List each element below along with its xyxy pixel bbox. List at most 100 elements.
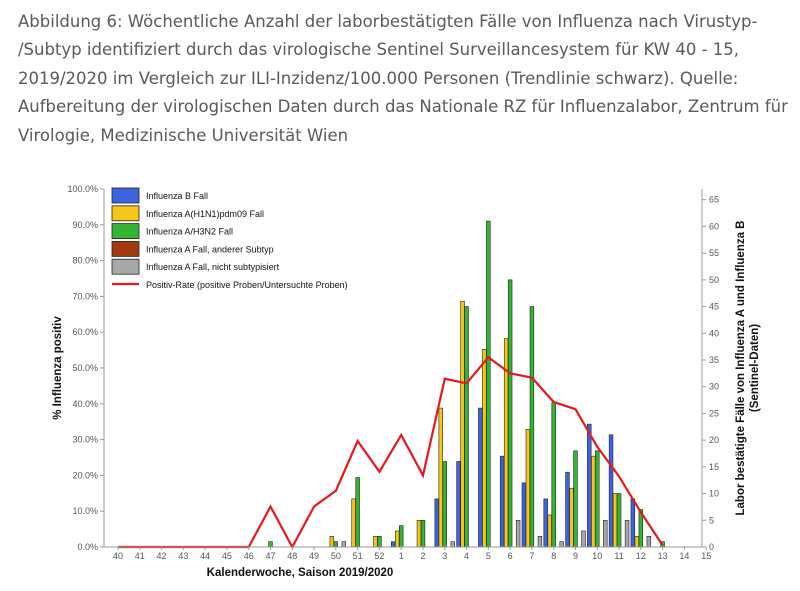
bar-influenza-a-h1n1-pdm09-fall: [547, 514, 552, 548]
x-tick-label: 12: [636, 551, 646, 561]
x-tick-label: 49: [309, 551, 319, 561]
legend-label: Influenza A Fall, nicht subtypisiert: [146, 262, 280, 272]
bar-influenza-a-h3n2-fall: [442, 461, 447, 548]
caption-line: 2019/2020 im Vergleich zur ILI-Inzidenz/…: [18, 68, 739, 88]
x-tick-label: 15: [701, 551, 711, 561]
bar-influenza-a-h1n1-pdm09-fall: [525, 429, 531, 548]
bar-influenza-a-h1n1-pdm09-fall: [634, 536, 640, 548]
bar-influenza-a-h3n2-fall: [551, 402, 556, 548]
bar-influenza-b-fall: [521, 482, 527, 548]
x-tick-label: 41: [135, 551, 145, 561]
y2-tick-label: 35: [709, 355, 719, 365]
bar-influenza-a-h3n2-fall: [420, 519, 426, 548]
bar-influenza-a-h3n2-fall: [399, 525, 404, 548]
legend-swatch: [111, 187, 140, 204]
bar-influenza-a-h3n2-fall: [595, 450, 600, 548]
bar-influenza-b-fall: [499, 455, 505, 548]
x-tick-label: 44: [200, 551, 210, 561]
x-tick-label: 46: [244, 551, 254, 561]
y-tick-label: 30.0%: [72, 435, 98, 445]
legend-label: Positiv-Rate (positive Proben/Untersucht…: [146, 280, 348, 290]
bar-influenza-b-fall: [543, 498, 548, 548]
y-tick-label: 80.0%: [72, 256, 98, 266]
x-tick-label: 45: [222, 551, 232, 561]
bar-influenza-b-fall: [630, 498, 636, 548]
y2-tick-label: 0: [709, 542, 714, 552]
y2-tick-label: 55: [709, 248, 719, 258]
x-tick-label: 10: [592, 551, 602, 561]
bar-influenza-a-fall-nicht-subtypisiert: [537, 536, 543, 548]
y2-tick-label: 40: [709, 328, 719, 338]
bar-influenza-a-h1n1-pdm09-fall: [438, 407, 443, 548]
x-tick-label: 52: [374, 551, 384, 561]
x-axis-title: Kalenderwoche, Saison 2019/2020: [207, 567, 394, 579]
bar-influenza-a-h3n2-fall: [529, 306, 535, 548]
caption-line: Aufbereitung der virologischen Daten dur…: [18, 97, 788, 117]
y2-tick-label: 20: [709, 435, 719, 445]
bar-influenza-b-fall: [391, 541, 396, 548]
x-tick-label: 6: [508, 551, 513, 561]
x-tick-label: 5: [486, 551, 491, 561]
y2-tick-label: 25: [709, 408, 719, 418]
bar-influenza-b-fall: [434, 498, 439, 548]
bar-influenza-a-h1n1-pdm09-fall: [612, 493, 618, 548]
bar-influenza-a-h3n2-fall: [507, 279, 513, 548]
bar-influenza-a-fall-nicht-subtypisiert: [450, 541, 455, 548]
bar-influenza-b-fall: [478, 407, 483, 548]
x-tick-label: 42: [157, 551, 167, 561]
caption-line: Abbildung 6: Wöchentliche Anzahl der lab…: [18, 12, 758, 31]
legend-label: Influenza A/H3N2 Fall: [146, 227, 233, 237]
bar-influenza-a-fall-nicht-subtypisiert: [603, 519, 608, 548]
legend-swatch: [111, 205, 140, 222]
bar-influenza-a-h3n2-fall: [333, 541, 339, 548]
bar-influenza-a-h1n1-pdm09-fall: [569, 487, 574, 548]
x-tick-label: 7: [529, 551, 534, 561]
y2-tick-label: 65: [709, 195, 719, 205]
x-tick-label: 9: [573, 551, 578, 561]
y2-tick-label: 5: [709, 515, 714, 525]
bar-influenza-b-fall: [565, 471, 570, 548]
bar-influenza-a-h3n2-fall: [573, 450, 578, 548]
legend-swatch: [111, 240, 140, 257]
x-tick-label: 4: [464, 551, 469, 561]
legend-label: Influenza A Fall, anderer Subtyp: [146, 244, 274, 254]
bar-influenza-b-fall: [456, 461, 461, 548]
y-tick-label: 60.0%: [72, 327, 98, 337]
x-tick-label: 50: [331, 551, 341, 561]
x-tick-label: 2: [420, 551, 425, 561]
positive-rate-polyline: [118, 355, 664, 550]
caption-line: /Subtyp identifiziert durch das virologi…: [18, 40, 740, 60]
bar-influenza-a-h1n1-pdm09-fall: [460, 300, 465, 548]
x-tick-label: 1: [399, 551, 404, 561]
bar-influenza-b-fall: [608, 434, 614, 548]
bar-influenza-a-h3n2-fall: [355, 477, 360, 548]
bar-influenza-a-h3n2-fall: [377, 536, 382, 548]
x-tick-label: 43: [178, 551, 188, 561]
y2-tick-label: 50: [709, 275, 719, 285]
bar-influenza-a-h3n2-fall: [616, 493, 622, 548]
y-tick-label: 70.0%: [72, 291, 98, 301]
bar-influenza-a-h3n2-fall: [268, 541, 273, 548]
positive-rate-line: [117, 355, 664, 550]
y-tick-label: 50.0%: [72, 363, 98, 373]
y2-tick-label: 10: [709, 489, 719, 499]
y-tick-label: 90.0%: [72, 220, 98, 230]
y-tick-label: 40.0%: [72, 399, 98, 409]
bar-influenza-a-fall-nicht-subtypisiert: [646, 536, 652, 548]
y2-axis-title-line1: Labor bestätigte Fälle von Influenza A u…: [735, 221, 747, 516]
x-tick-label: 48: [287, 551, 297, 561]
x-tick-label: 11: [614, 551, 623, 561]
y2-tick-label: 30: [709, 382, 719, 392]
bar-influenza-a-h1n1-pdm09-fall: [373, 536, 378, 548]
y-tick-label: 20.0%: [72, 470, 98, 480]
legend-swatch: [111, 223, 140, 240]
bar-influenza-b-fall: [587, 423, 592, 548]
y-axis-title: % Influenza positiv: [52, 316, 64, 420]
chart-legend: Influenza B Fall Influenza A(H1N1)pdm09 F…: [111, 187, 348, 290]
x-tick-label: 47: [265, 551, 275, 561]
x-tick-label: 3: [442, 551, 447, 561]
chart-bars: [268, 220, 665, 548]
bar-influenza-a-fall-nicht-subtypisiert: [624, 519, 630, 548]
caption-line: Virologie, Medizinische Universität Wien: [18, 125, 349, 145]
